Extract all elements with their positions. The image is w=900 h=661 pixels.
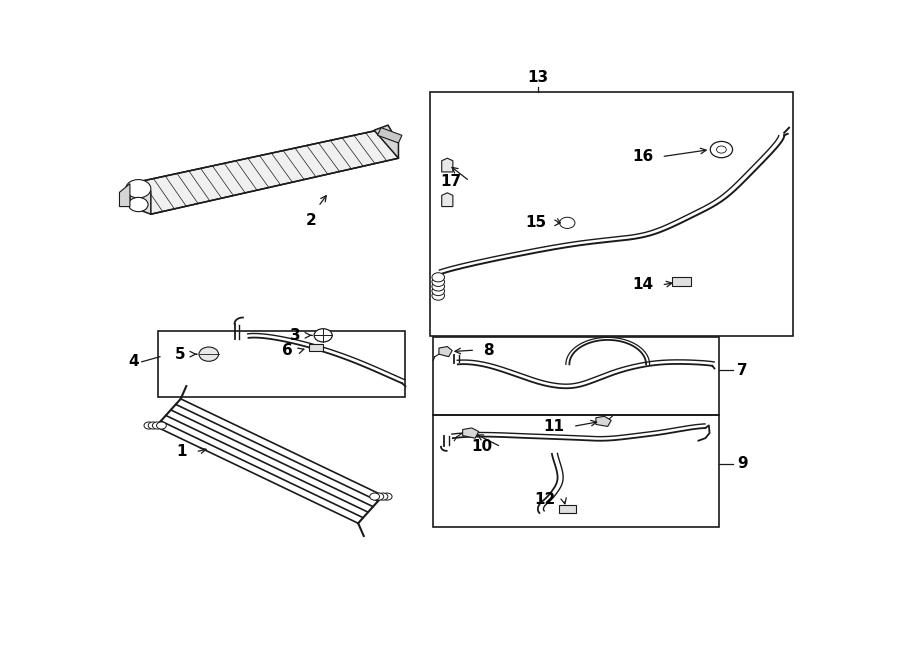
Circle shape: [432, 286, 445, 295]
Polygon shape: [442, 193, 453, 207]
Text: 16: 16: [632, 149, 653, 164]
Bar: [434, 415, 719, 527]
Polygon shape: [310, 344, 323, 351]
Polygon shape: [596, 416, 611, 426]
Bar: [430, 92, 793, 336]
Circle shape: [126, 180, 151, 198]
Text: 11: 11: [544, 419, 564, 434]
Text: 4: 4: [129, 354, 139, 369]
Circle shape: [374, 493, 383, 500]
Circle shape: [710, 141, 733, 158]
Circle shape: [314, 329, 332, 342]
Polygon shape: [439, 346, 452, 357]
Circle shape: [716, 146, 726, 153]
Text: 5: 5: [176, 346, 185, 362]
Polygon shape: [120, 184, 130, 207]
Circle shape: [378, 493, 388, 500]
Text: 2: 2: [306, 213, 317, 227]
Circle shape: [432, 273, 445, 282]
Text: 3: 3: [290, 328, 301, 343]
Text: 6: 6: [282, 342, 292, 358]
Polygon shape: [463, 428, 479, 438]
Text: 15: 15: [526, 215, 546, 230]
Circle shape: [148, 422, 158, 429]
Text: 8: 8: [483, 342, 494, 358]
Polygon shape: [442, 158, 453, 172]
Polygon shape: [378, 128, 402, 143]
Text: 13: 13: [527, 71, 548, 85]
Circle shape: [144, 422, 154, 429]
Circle shape: [157, 422, 166, 429]
Circle shape: [129, 198, 148, 212]
Polygon shape: [559, 505, 576, 513]
Circle shape: [382, 493, 392, 500]
Circle shape: [370, 493, 380, 500]
Circle shape: [432, 291, 445, 300]
Text: 14: 14: [632, 278, 653, 292]
Text: 17: 17: [440, 174, 461, 188]
Text: 12: 12: [535, 492, 555, 507]
Text: 7: 7: [737, 363, 747, 378]
Bar: [434, 337, 719, 415]
Polygon shape: [672, 277, 691, 286]
Circle shape: [199, 347, 219, 362]
Circle shape: [560, 217, 575, 229]
Text: 1: 1: [176, 444, 187, 459]
Polygon shape: [130, 130, 399, 214]
Polygon shape: [374, 125, 399, 158]
Circle shape: [152, 422, 162, 429]
Bar: [158, 331, 405, 397]
Circle shape: [432, 278, 445, 286]
Text: 9: 9: [737, 456, 747, 471]
Polygon shape: [130, 184, 151, 214]
Circle shape: [432, 282, 445, 291]
Text: 10: 10: [472, 440, 492, 454]
